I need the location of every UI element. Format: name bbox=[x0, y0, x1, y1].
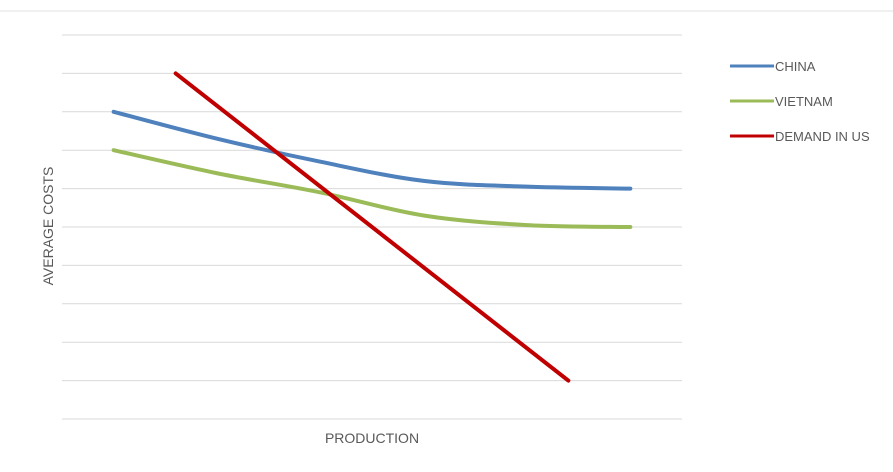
legend-label: DEMAND IN US bbox=[775, 129, 870, 144]
legend-label: VIETNAM bbox=[775, 94, 833, 109]
legend: CHINA VIETNAM DEMAND IN US bbox=[730, 59, 870, 144]
x-axis-label: PRODUCTION bbox=[325, 430, 419, 446]
y-axis-label: AVERAGE COSTS bbox=[40, 167, 56, 286]
legend-label: CHINA bbox=[775, 59, 816, 74]
legend-item-demand-in-us: DEMAND IN US bbox=[730, 129, 870, 144]
legend-item-vietnam: VIETNAM bbox=[730, 94, 833, 109]
legend-item-china: CHINA bbox=[730, 59, 816, 74]
